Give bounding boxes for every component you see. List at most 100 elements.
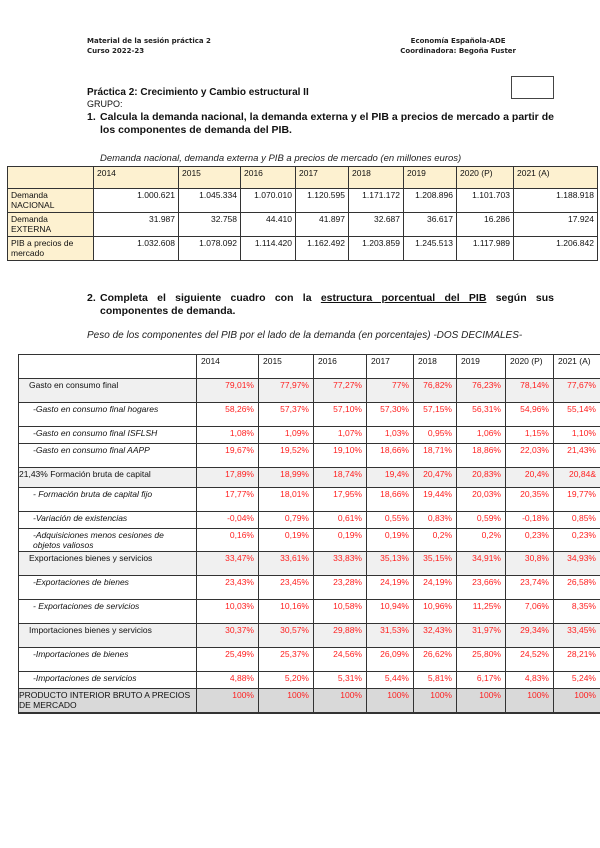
cell-value[interactable]: 0,19%: [366, 528, 414, 552]
cell-value[interactable]: 44.410: [240, 212, 296, 237]
cell-value[interactable]: 5,24%: [553, 671, 600, 689]
cell-value[interactable]: 19,4%: [366, 467, 414, 488]
cell-value[interactable]: 1.114.420: [240, 236, 296, 261]
cell-value[interactable]: 10,03%: [196, 599, 259, 624]
cell-value[interactable]: 77,97%: [258, 378, 314, 403]
cell-value[interactable]: 0,79%: [258, 511, 314, 529]
cell-value[interactable]: 0,23%: [553, 528, 600, 552]
cell-value[interactable]: 57,15%: [413, 402, 457, 427]
cell-value[interactable]: 20,47%: [413, 467, 457, 488]
cell-value[interactable]: 11,25%: [456, 599, 506, 624]
cell-value[interactable]: 32.687: [348, 212, 404, 237]
cell-value[interactable]: 100%: [258, 688, 314, 714]
cell-value[interactable]: 0,19%: [258, 528, 314, 552]
cell-value[interactable]: 1,08%: [196, 426, 259, 444]
cell-value[interactable]: 17,77%: [196, 487, 259, 512]
cell-value[interactable]: 1.070.010: [240, 188, 296, 213]
cell-value[interactable]: 23,66%: [456, 575, 506, 600]
cell-value[interactable]: 31.987: [93, 212, 179, 237]
cell-value[interactable]: 1,06%: [456, 426, 506, 444]
cell-value[interactable]: 7,06%: [505, 599, 554, 624]
cell-value[interactable]: 1.208.896: [403, 188, 457, 213]
cell-value[interactable]: 26,58%: [553, 575, 600, 600]
cell-value[interactable]: 0,61%: [313, 511, 367, 529]
cell-value[interactable]: 100%: [196, 688, 259, 714]
cell-value[interactable]: 100%: [313, 688, 367, 714]
cell-value[interactable]: 18,74%: [313, 467, 367, 488]
cell-value[interactable]: 1,03%: [366, 426, 414, 444]
cell-value[interactable]: 79,01%: [196, 378, 259, 403]
cell-value[interactable]: 0,19%: [313, 528, 367, 552]
cell-value[interactable]: 0,2%: [456, 528, 506, 552]
cell-value[interactable]: 25,49%: [196, 647, 259, 672]
cell-value[interactable]: 0,59%: [456, 511, 506, 529]
cell-value[interactable]: 0,2%: [413, 528, 457, 552]
cell-value[interactable]: 20,03%: [456, 487, 506, 512]
cell-value[interactable]: 26,09%: [366, 647, 414, 672]
cell-value[interactable]: 29,34%: [505, 623, 554, 648]
cell-value[interactable]: 1,15%: [505, 426, 554, 444]
cell-value[interactable]: 1.000.621: [93, 188, 179, 213]
cell-value[interactable]: 24,19%: [366, 575, 414, 600]
cell-value[interactable]: 30,8%: [505, 551, 554, 576]
cell-value[interactable]: 78,14%: [505, 378, 554, 403]
cell-value[interactable]: 1.120.595: [295, 188, 349, 213]
cell-value[interactable]: 1.117.989: [456, 236, 514, 261]
cell-value[interactable]: 23,28%: [313, 575, 367, 600]
cell-value[interactable]: 29,88%: [313, 623, 367, 648]
cell-value[interactable]: -0,18%: [505, 511, 554, 529]
cell-value[interactable]: 1.045.334: [178, 188, 241, 213]
cell-value[interactable]: 36.617: [403, 212, 457, 237]
cell-value[interactable]: 25,80%: [456, 647, 506, 672]
cell-value[interactable]: 18,66%: [366, 443, 414, 468]
cell-value[interactable]: 1.162.492: [295, 236, 349, 261]
cell-value[interactable]: 100%: [505, 688, 554, 714]
cell-value[interactable]: 19,44%: [413, 487, 457, 512]
cell-value[interactable]: 19,67%: [196, 443, 259, 468]
cell-value[interactable]: 1.206.842: [513, 236, 598, 261]
cell-value[interactable]: 19,52%: [258, 443, 314, 468]
cell-value[interactable]: 33,45%: [553, 623, 600, 648]
cell-value[interactable]: 10,16%: [258, 599, 314, 624]
cell-value[interactable]: 23,43%: [196, 575, 259, 600]
cell-value[interactable]: 18,71%: [413, 443, 457, 468]
cell-value[interactable]: 31,53%: [366, 623, 414, 648]
cell-value[interactable]: 1.032.608: [93, 236, 179, 261]
cell-value[interactable]: 32,43%: [413, 623, 457, 648]
cell-value[interactable]: 0,85%: [553, 511, 600, 529]
cell-value[interactable]: 1.245.513: [403, 236, 457, 261]
cell-value[interactable]: 57,30%: [366, 402, 414, 427]
cell-value[interactable]: 32.758: [178, 212, 241, 237]
cell-value[interactable]: 19,10%: [313, 443, 367, 468]
cell-value[interactable]: -0,04%: [196, 511, 259, 529]
cell-value[interactable]: 23,45%: [258, 575, 314, 600]
cell-value[interactable]: 76,82%: [413, 378, 457, 403]
cell-value[interactable]: 20,83%: [456, 467, 506, 488]
cell-value[interactable]: 58,26%: [196, 402, 259, 427]
cell-value[interactable]: 20,84&: [553, 467, 600, 488]
cell-value[interactable]: 1.101.703: [456, 188, 514, 213]
cell-value[interactable]: 0,55%: [366, 511, 414, 529]
cell-value[interactable]: 18,99%: [258, 467, 314, 488]
cell-value[interactable]: 5,81%: [413, 671, 457, 689]
cell-value[interactable]: 19,77%: [553, 487, 600, 512]
cell-value[interactable]: 33,61%: [258, 551, 314, 576]
cell-value[interactable]: 21,43%: [553, 443, 600, 468]
cell-value[interactable]: 100%: [553, 688, 600, 714]
cell-value[interactable]: 18,01%: [258, 487, 314, 512]
cell-value[interactable]: 41.897: [295, 212, 349, 237]
cell-value[interactable]: 57,37%: [258, 402, 314, 427]
cell-value[interactable]: 100%: [413, 688, 457, 714]
cell-value[interactable]: 100%: [456, 688, 506, 714]
cell-value[interactable]: 5,44%: [366, 671, 414, 689]
cell-value[interactable]: 1.171.172: [348, 188, 404, 213]
cell-value[interactable]: 31,97%: [456, 623, 506, 648]
cell-value[interactable]: 10,58%: [313, 599, 367, 624]
cell-value[interactable]: 0,23%: [505, 528, 554, 552]
cell-value[interactable]: 30,37%: [196, 623, 259, 648]
cell-value[interactable]: 100%: [366, 688, 414, 714]
cell-value[interactable]: 1,09%: [258, 426, 314, 444]
cell-value[interactable]: 33,83%: [313, 551, 367, 576]
cell-value[interactable]: 24,52%: [505, 647, 554, 672]
cell-value[interactable]: 23,74%: [505, 575, 554, 600]
